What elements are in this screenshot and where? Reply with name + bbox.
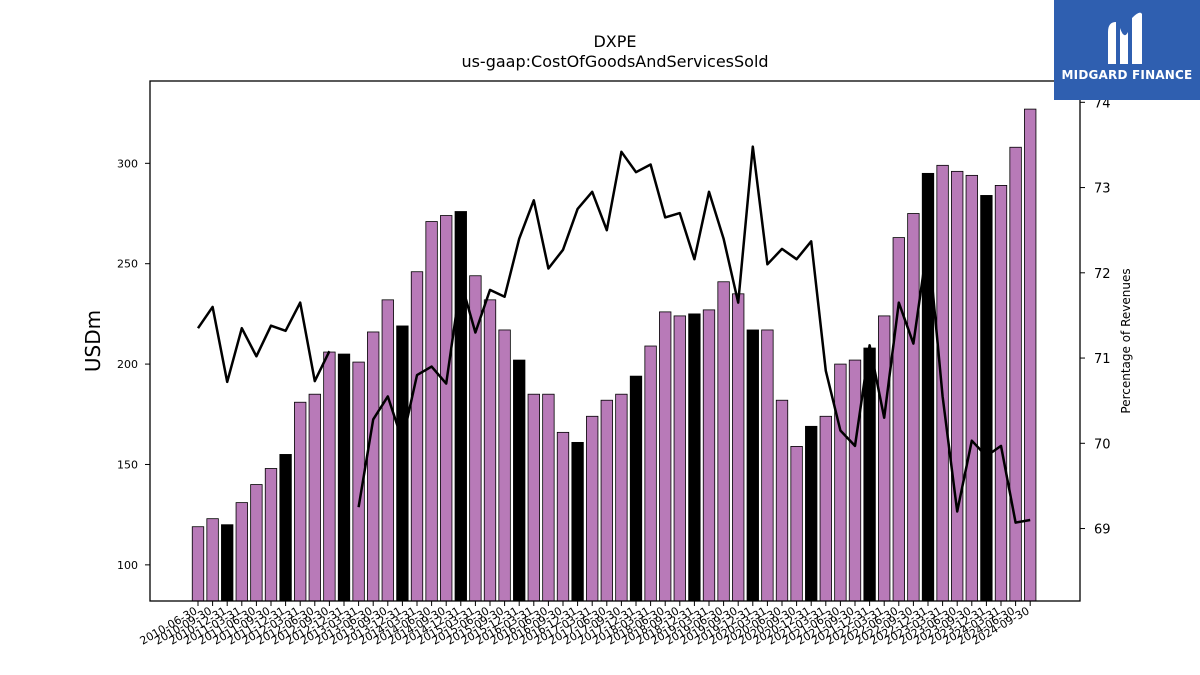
- bar: [746, 329, 759, 602]
- bar: [1024, 108, 1037, 602]
- bar: [761, 329, 774, 602]
- bar: [396, 325, 409, 602]
- bar: [337, 353, 351, 602]
- bar: [235, 502, 248, 602]
- bar: [542, 393, 555, 602]
- percentage-line: [196, 145, 1031, 524]
- y2-tick-label: 69: [1094, 523, 1111, 538]
- bar: [907, 213, 920, 602]
- bar: [191, 526, 205, 602]
- y2-tick-label: 72: [1094, 267, 1111, 282]
- bar: [556, 431, 570, 602]
- y-tick-label: 100: [117, 559, 138, 572]
- bar: [454, 211, 467, 602]
- bar: [308, 393, 321, 602]
- bar: [688, 313, 701, 602]
- bar: [805, 425, 818, 602]
- y2-tick-label: 73: [1094, 182, 1111, 197]
- bar: [250, 484, 263, 602]
- chart-subtitle: us-gaap:CostOfGoodsAndServicesSold: [461, 52, 769, 71]
- bar: [323, 351, 336, 602]
- bar: [586, 415, 599, 602]
- bar: [921, 172, 935, 602]
- bar: [498, 329, 511, 602]
- bar: [965, 174, 978, 602]
- bar: [264, 468, 278, 602]
- bar: [951, 170, 964, 602]
- bar: [834, 363, 847, 602]
- bar: [483, 299, 497, 602]
- bar: [892, 237, 905, 602]
- bar: [206, 518, 219, 602]
- bar: [673, 315, 686, 602]
- bar: [659, 311, 672, 602]
- midgard-finance-logo: MIDGARD FINANCE: [1054, 0, 1200, 100]
- bar: [425, 221, 438, 602]
- bar: [279, 454, 292, 602]
- y2-tick-label: 70: [1094, 437, 1111, 452]
- bar: [848, 359, 862, 602]
- y-axis-label: USDm: [81, 310, 105, 372]
- bar: [615, 393, 628, 602]
- logo-text: MIDGARD FINANCE: [1061, 68, 1193, 82]
- bar: [381, 299, 394, 602]
- y-tick-label: 200: [117, 358, 138, 371]
- plot-frame: [149, 80, 1081, 602]
- bar: [702, 309, 716, 602]
- y-tick-label: 250: [117, 258, 138, 271]
- bar: [1009, 146, 1022, 602]
- bar: [819, 415, 832, 602]
- bar: [717, 281, 730, 602]
- bar: [527, 393, 540, 602]
- bar: [994, 185, 1008, 602]
- bar: [980, 195, 993, 602]
- logo-icon: [1108, 12, 1142, 65]
- bar: [440, 215, 453, 602]
- bar: [513, 359, 526, 602]
- bar: [410, 271, 424, 602]
- bar: [863, 347, 876, 602]
- bar: [732, 293, 745, 602]
- y2-tick-label: 74: [1094, 96, 1111, 111]
- bar: [367, 331, 380, 602]
- bar: [600, 399, 613, 602]
- y-tick-label: 150: [117, 458, 138, 471]
- y-tick-label: 300: [117, 157, 138, 170]
- y2-axis-label: Percentage of Revenues: [1119, 268, 1133, 413]
- bar: [294, 401, 307, 602]
- bar: [775, 399, 789, 602]
- chart-title: DXPE: [593, 32, 637, 51]
- bar: [790, 446, 803, 602]
- bar: [629, 375, 643, 602]
- bar: [878, 315, 891, 602]
- bar: [221, 524, 234, 602]
- bar: [644, 345, 657, 602]
- bar: [571, 441, 584, 602]
- y2-tick-label: 71: [1094, 352, 1111, 367]
